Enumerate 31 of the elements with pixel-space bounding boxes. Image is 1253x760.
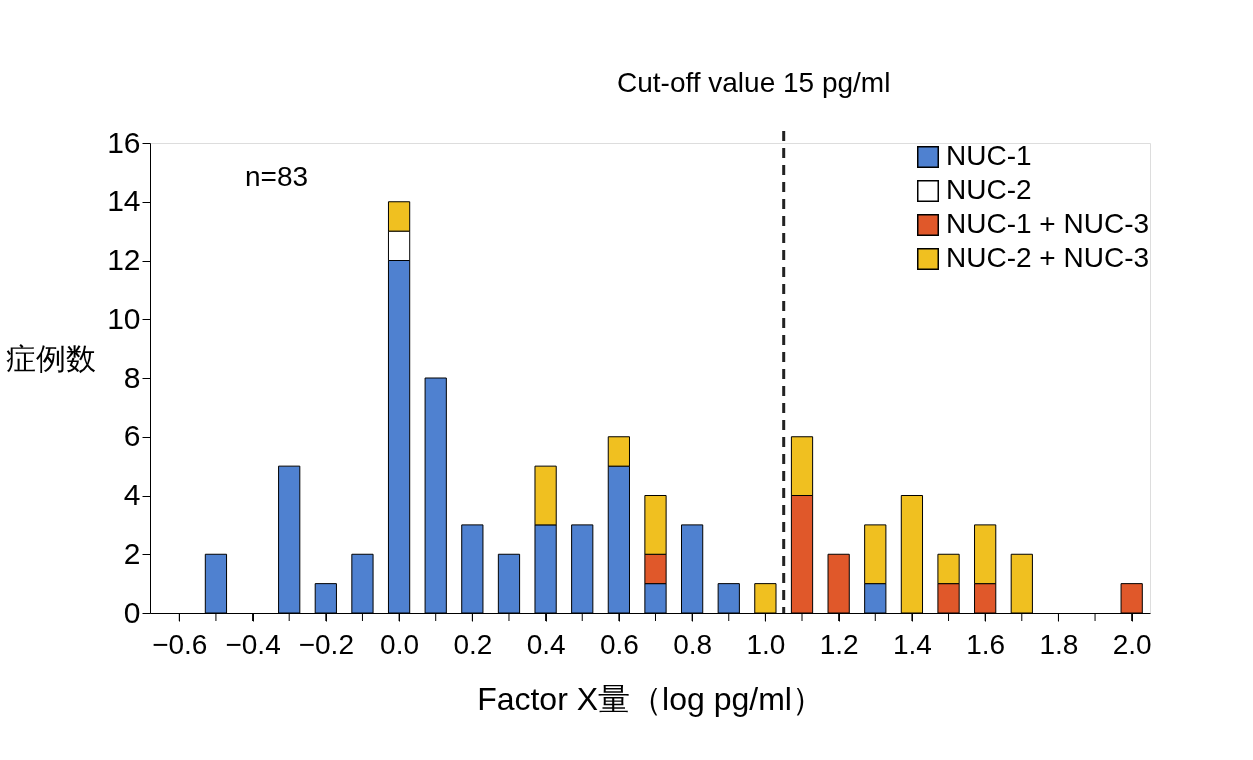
legend-label: NUC-2 + NUC-3 bbox=[946, 242, 1150, 273]
y-axis-title: 症例数 bbox=[5, 341, 96, 375]
y-tick-label: 0 bbox=[123, 595, 141, 629]
legend-label: NUC-2 bbox=[946, 174, 1032, 205]
x-tick-label: 1.2 bbox=[819, 628, 859, 660]
x-tick-label: −0.6 bbox=[152, 628, 208, 660]
x-tick-label: 1.6 bbox=[966, 628, 1006, 660]
x-tick-label: −0.2 bbox=[298, 628, 354, 660]
y-tick-label: 10 bbox=[107, 301, 141, 335]
y-tick-label: 6 bbox=[123, 419, 141, 453]
legend-label: NUC-1 + NUC-3 bbox=[946, 208, 1150, 239]
x-tick-label: 1.8 bbox=[1039, 628, 1079, 660]
x-tick-label: 0.2 bbox=[453, 628, 493, 660]
x-tick-label: 0.8 bbox=[673, 628, 713, 660]
x-tick-label: −0.4 bbox=[225, 628, 281, 660]
y-tick-label: 12 bbox=[107, 243, 141, 276]
x-tick-label: 1.4 bbox=[892, 628, 932, 660]
annotation: n=83 bbox=[245, 161, 309, 192]
y-tick-label: 14 bbox=[107, 184, 141, 218]
x-tick-label: 0.6 bbox=[599, 628, 639, 660]
y-tick-label: 16 bbox=[107, 125, 141, 159]
y-tick-label: 4 bbox=[123, 478, 141, 511]
legend-label: NUC-1 bbox=[946, 140, 1032, 171]
x-tick-label: 2.0 bbox=[1112, 628, 1152, 660]
x-axis-title: Factor X量（log pg/ml） bbox=[477, 680, 824, 717]
x-tick-label: 1.0 bbox=[746, 628, 786, 660]
x-tick-label: 0.0 bbox=[380, 628, 420, 660]
x-tick-label: 0.4 bbox=[526, 628, 566, 660]
y-tick-label: 8 bbox=[123, 360, 141, 394]
ref-line-label: Cut-off value 15 pg/ml bbox=[616, 67, 891, 98]
y-tick-label: 2 bbox=[123, 536, 141, 570]
